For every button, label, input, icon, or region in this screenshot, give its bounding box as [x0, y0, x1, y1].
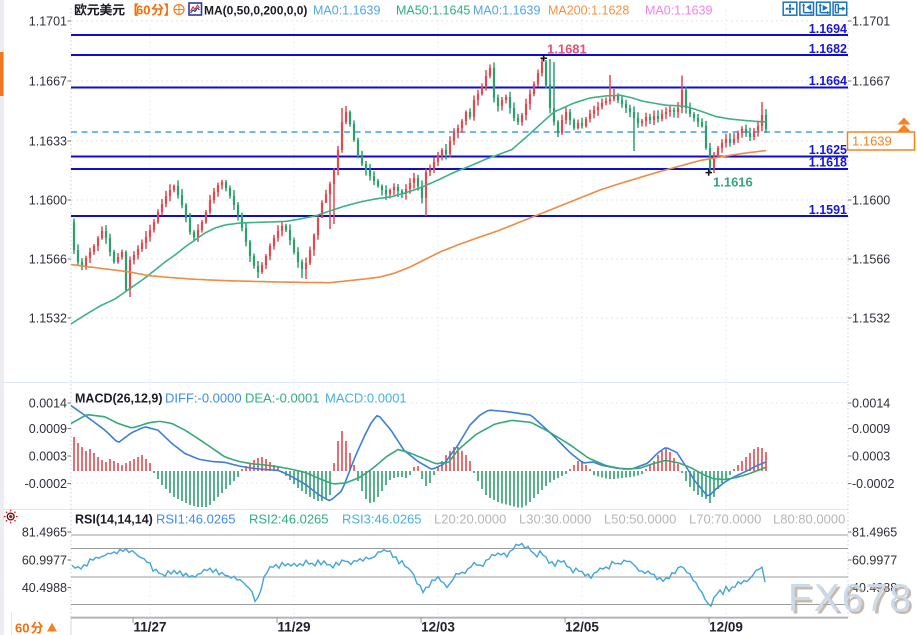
- svg-text:MA(0,50,0,200,0,0): MA(0,50,0,200,0,0): [204, 4, 307, 18]
- svg-text:1.1694: 1.1694: [809, 22, 847, 36]
- svg-text:L30:30.0000: L30:30.0000: [519, 512, 591, 527]
- svg-text:11/27: 11/27: [133, 620, 166, 635]
- svg-text:1.1667: 1.1667: [29, 75, 67, 89]
- svg-text:0.0009: 0.0009: [29, 422, 67, 436]
- svg-text:DIFF:-0.0000: DIFF:-0.0000: [165, 391, 242, 406]
- svg-text:1.1591: 1.1591: [809, 203, 847, 217]
- svg-text:1.1701: 1.1701: [29, 15, 67, 29]
- svg-text:1.1664: 1.1664: [809, 74, 847, 88]
- svg-text:1.1682: 1.1682: [809, 42, 847, 56]
- svg-text:0.0014: 0.0014: [852, 397, 890, 411]
- svg-text:1.1667: 1.1667: [852, 75, 890, 89]
- svg-text:12/05: 12/05: [565, 620, 599, 635]
- svg-text:RSI3:46.0265: RSI3:46.0265: [342, 512, 422, 527]
- svg-text:1.1532: 1.1532: [852, 312, 890, 326]
- svg-text:MACD(26,12,9): MACD(26,12,9): [75, 392, 163, 406]
- svg-text:1.1618: 1.1618: [809, 156, 847, 170]
- svg-text:FX678: FX678: [788, 577, 913, 620]
- svg-text:RSI(14,14,14): RSI(14,14,14): [75, 513, 153, 527]
- svg-text:MA50:1.1645: MA50:1.1645: [396, 4, 470, 18]
- svg-text:81.4965: 81.4965: [852, 526, 897, 540]
- svg-text:RSI2:46.0265: RSI2:46.0265: [249, 512, 329, 527]
- svg-text:1.1639: 1.1639: [852, 134, 892, 149]
- svg-text:L70:70.0000: L70:70.0000: [689, 512, 761, 527]
- svg-text:81.4965: 81.4965: [22, 526, 67, 540]
- svg-text:1.1633: 1.1633: [29, 135, 67, 149]
- svg-text:1.1681: 1.1681: [547, 42, 587, 57]
- svg-text:60: 60: [136, 3, 150, 18]
- svg-text:1.1600: 1.1600: [852, 194, 890, 208]
- svg-text:12/03: 12/03: [421, 620, 455, 635]
- svg-text:L20:20.0000: L20:20.0000: [434, 512, 506, 527]
- svg-text:0.0003: 0.0003: [29, 450, 67, 464]
- svg-text:60: 60: [15, 621, 29, 635]
- svg-text:FX678: FX678: [791, 580, 916, 623]
- svg-text:1.1566: 1.1566: [29, 253, 67, 267]
- svg-text:40.4988: 40.4988: [22, 581, 67, 595]
- svg-text:L80:80.0000: L80:80.0000: [773, 512, 845, 527]
- svg-text:1.1625: 1.1625: [809, 143, 847, 157]
- svg-text:60.9977: 60.9977: [22, 554, 67, 568]
- svg-text:11/29: 11/29: [277, 620, 310, 635]
- svg-text:60.9977: 60.9977: [852, 554, 897, 568]
- svg-text:MACD:0.0001: MACD:0.0001: [325, 391, 407, 406]
- svg-text:1.1566: 1.1566: [852, 253, 890, 267]
- svg-text:L50:50.0000: L50:50.0000: [604, 512, 676, 527]
- svg-text:DEA:-0.0001: DEA:-0.0001: [245, 391, 319, 406]
- svg-text:0.0009: 0.0009: [852, 422, 890, 436]
- svg-text:1.1600: 1.1600: [29, 194, 67, 208]
- svg-text:1.1701: 1.1701: [852, 15, 890, 29]
- svg-text:-0.0002: -0.0002: [25, 477, 67, 491]
- svg-text:0.0003: 0.0003: [852, 450, 890, 464]
- svg-text:40.4988: 40.4988: [852, 581, 897, 595]
- svg-text:-0.0002: -0.0002: [852, 477, 894, 491]
- svg-text:1.1616: 1.1616: [713, 175, 753, 190]
- svg-text:12/09: 12/09: [709, 620, 743, 635]
- svg-text:MA0:1.1639: MA0:1.1639: [313, 4, 380, 18]
- svg-text:1.1532: 1.1532: [29, 312, 67, 326]
- svg-text:MA0:1.1639: MA0:1.1639: [473, 4, 540, 18]
- svg-text:MA200:1.1628: MA200:1.1628: [548, 4, 629, 18]
- svg-text:MA0:1.1639: MA0:1.1639: [645, 4, 712, 18]
- svg-text:RSI1:46.0265: RSI1:46.0265: [156, 512, 236, 527]
- svg-text:0.0014: 0.0014: [29, 397, 67, 411]
